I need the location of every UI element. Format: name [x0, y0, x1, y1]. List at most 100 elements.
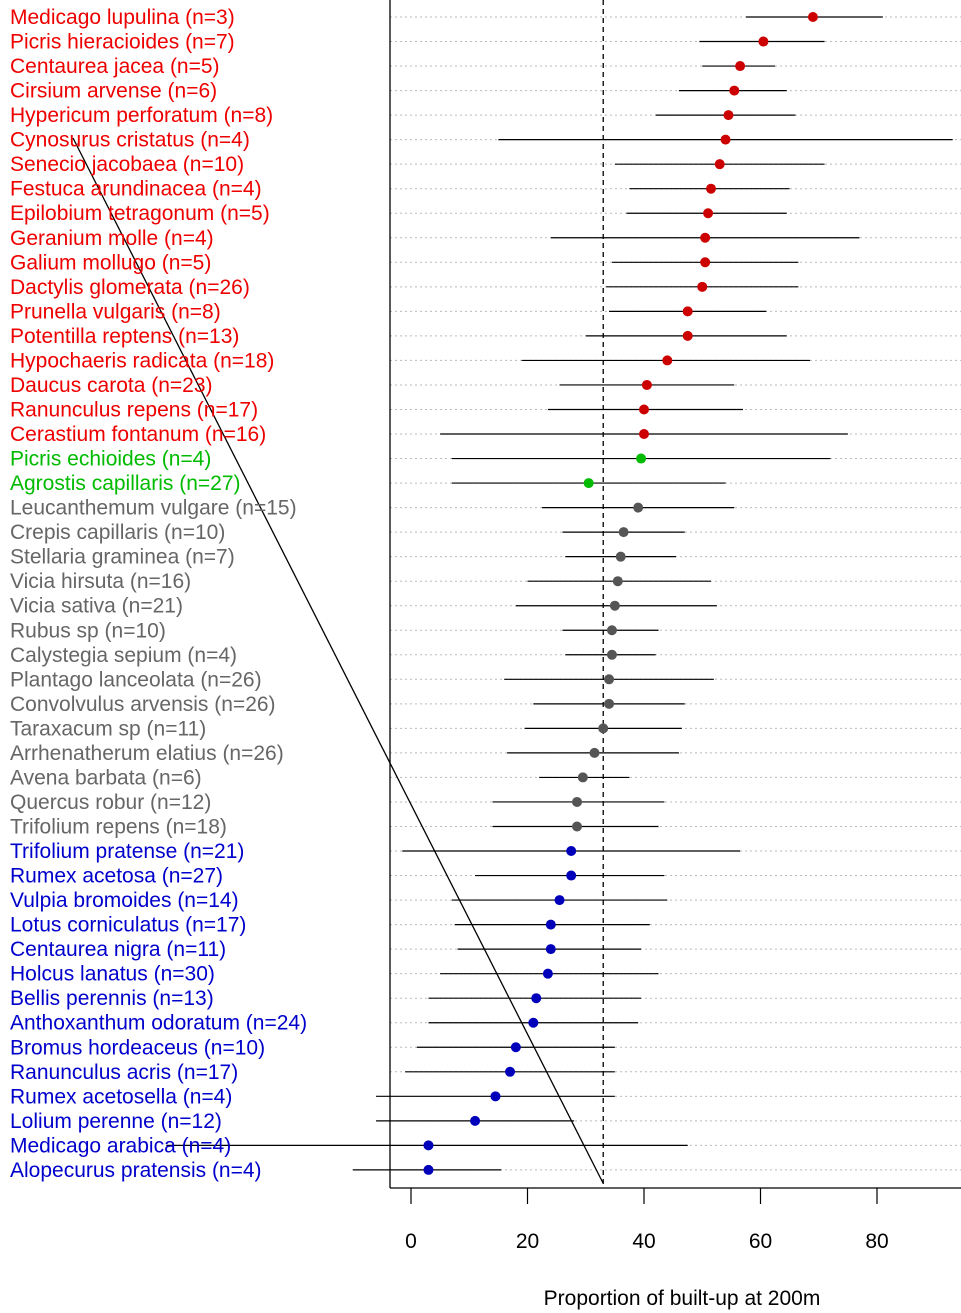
species-label: Hypochaeris radicata (n=18)	[10, 349, 274, 372]
data-point	[615, 551, 626, 562]
x-tick-label: 0	[405, 1230, 417, 1253]
species-label: Bellis perennis (n=13)	[10, 987, 214, 1010]
species-label: Arrhenatherum elatius (n=26)	[10, 742, 284, 765]
species-label: Lolium perenne (n=12)	[10, 1110, 222, 1133]
species-labels: Medicago lupulina (n=3)Picris hieracioid…	[10, 6, 307, 1182]
species-label: Centaurea jacea (n=5)	[10, 55, 220, 78]
species-label: Potentilla reptens (n=13)	[10, 325, 239, 348]
x-tick-label: 80	[865, 1230, 888, 1253]
species-label: Rumex acetosa (n=27)	[10, 865, 223, 888]
species-label: Trifolium pratense (n=21)	[10, 840, 244, 863]
species-label: Holcus lanatus (n=30)	[10, 963, 215, 986]
x-axis: 0 20 40 60 80	[389, 0, 961, 1253]
x-tick-label: 40	[632, 1230, 655, 1253]
data-point	[729, 85, 740, 96]
species-label: Dactylis glomerata (n=26)	[10, 276, 250, 299]
x-tick-label: 60	[749, 1230, 772, 1253]
species-label: Taraxacum sp (n=11)	[10, 717, 206, 740]
data-point	[531, 993, 542, 1004]
data-point	[505, 1066, 516, 1077]
data-point	[641, 379, 652, 390]
data-point	[604, 674, 615, 685]
species-label: Ranunculus repens (n=17)	[10, 398, 258, 421]
species-label: Medicago arabica (n=4)	[10, 1134, 231, 1157]
species-label: Cerastium fontanum (n=16)	[10, 423, 266, 446]
data-point	[528, 1017, 539, 1028]
data-point	[566, 846, 577, 857]
data-point	[423, 1140, 434, 1151]
species-label: Calystegia sepium (n=4)	[10, 644, 237, 667]
data-point	[542, 968, 553, 979]
species-label: Convolvulus arvensis (n=26)	[10, 693, 276, 716]
data-point	[510, 1042, 521, 1053]
data-point	[639, 429, 649, 440]
data-point	[490, 1091, 501, 1102]
error-bars-and-points	[72, 0, 953, 1188]
data-point	[423, 1164, 434, 1175]
species-label: Ranunculus acris (n=17)	[10, 1061, 238, 1084]
species-label: Prunella vulgaris (n=8)	[10, 300, 221, 323]
data-point	[700, 257, 711, 268]
species-label: Anthoxanthum odoratum (n=24)	[10, 1012, 307, 1035]
data-point	[612, 576, 623, 587]
species-label: Bromus hordeaceus (n=10)	[10, 1036, 265, 1059]
grid-lines	[390, 16, 961, 1171]
data-point	[714, 159, 725, 170]
species-label: Lotus corniculatus (n=17)	[10, 914, 246, 937]
data-point	[577, 772, 588, 783]
data-point	[735, 61, 746, 72]
species-label: Agrostis capillaris (n=27)	[10, 472, 241, 495]
species-label: Leucanthemum vulgare (n=15)	[10, 497, 297, 520]
data-point	[606, 625, 617, 636]
data-point	[682, 330, 693, 341]
species-label: Crepis capillaris (n=10)	[10, 521, 225, 544]
data-point	[723, 110, 734, 121]
data-point	[572, 821, 583, 832]
data-point	[598, 723, 609, 734]
species-label: Galium mollugo (n=5)	[10, 251, 211, 274]
data-point	[609, 600, 620, 611]
species-label: Vicia hirsuta (n=16)	[10, 570, 191, 593]
species-label: Vicia sativa (n=21)	[10, 595, 183, 618]
species-label: Senecio jacobaea (n=10)	[10, 153, 244, 176]
data-point	[554, 895, 565, 906]
species-label: Quercus robur (n=12)	[10, 791, 211, 814]
data-point	[566, 870, 577, 881]
x-tick-label: 20	[516, 1230, 539, 1253]
species-label: Alopecurus pratensis (n=4)	[10, 1159, 262, 1182]
data-point	[700, 232, 711, 243]
data-point	[636, 453, 647, 464]
data-point	[703, 208, 714, 219]
data-point	[682, 306, 693, 317]
data-point	[604, 698, 615, 709]
species-label: Picris echioides (n=4)	[10, 448, 211, 471]
species-label: Geranium molle (n=4)	[10, 227, 214, 250]
data-point	[639, 404, 649, 415]
data-point	[545, 919, 556, 930]
species-label: Daucus carota (n=23)	[10, 374, 213, 397]
data-point	[807, 12, 818, 22]
x-axis-title: Proportion of built-up at 200m	[544, 1287, 821, 1310]
data-point	[606, 649, 617, 660]
species-label: Centaurea nigra (n=11)	[10, 938, 226, 961]
species-label: Trifolium repens (n=18)	[10, 815, 227, 838]
data-point	[470, 1115, 481, 1126]
species-label: Vulpia bromoides (n=14)	[10, 889, 239, 912]
species-label: Picris hieracioides (n=7)	[10, 31, 235, 54]
data-point	[618, 527, 629, 538]
data-point	[662, 355, 673, 366]
data-point	[720, 134, 731, 145]
diagonal-line	[72, 137, 604, 1184]
species-label: Cynosurus cristatus (n=4)	[10, 129, 250, 152]
species-label: Rumex acetosella (n=4)	[10, 1085, 232, 1108]
species-label: Medicago lupulina (n=3)	[10, 6, 235, 29]
species-label: Avena barbata (n=6)	[10, 766, 202, 789]
data-point	[633, 502, 644, 513]
data-point	[572, 796, 583, 807]
data-point	[583, 478, 594, 489]
species-label: Festuca arundinacea (n=4)	[10, 178, 262, 201]
species-label: Epilobium tetragonum (n=5)	[10, 202, 270, 225]
data-point	[758, 36, 769, 47]
data-point	[705, 183, 716, 194]
